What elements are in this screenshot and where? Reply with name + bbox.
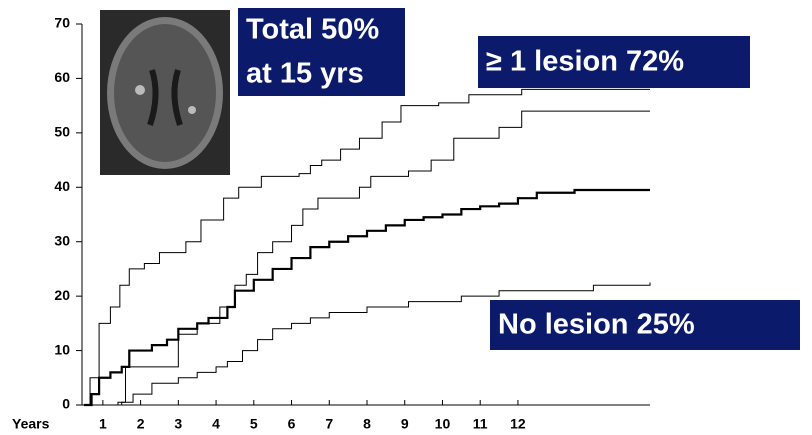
x-tick-label: 10 — [435, 416, 451, 432]
x-tick-label: 1 — [99, 416, 107, 432]
x-tick-label: 5 — [250, 416, 258, 432]
chart: 010203040506070Years123456789101112Total… — [0, 0, 812, 435]
lesion — [135, 85, 145, 95]
y-tick-label: 70 — [54, 15, 70, 31]
y-tick-label: 20 — [54, 287, 70, 303]
x-axis-label: Years — [12, 416, 50, 432]
survival-line — [84, 190, 650, 405]
y-tick-label: 50 — [54, 124, 70, 140]
y-tick-label: 0 — [62, 396, 70, 412]
x-tick-label: 9 — [401, 416, 409, 432]
x-tick-label: 2 — [137, 416, 145, 432]
y-tick-label: 60 — [54, 69, 70, 85]
annotation-text: No lesion 25% — [498, 309, 695, 341]
annotation-text: at 15 yrs — [246, 58, 364, 90]
annotation-text: Total 50% — [246, 14, 379, 46]
y-tick-label: 10 — [54, 341, 70, 357]
y-tick-label: 30 — [54, 232, 70, 248]
x-tick-label: 7 — [325, 416, 333, 432]
x-tick-label: 8 — [363, 416, 371, 432]
brain — [114, 24, 216, 162]
lesion — [188, 106, 196, 114]
y-tick-label: 40 — [54, 178, 70, 194]
x-tick-label: 4 — [212, 416, 220, 432]
x-tick-label: 6 — [288, 416, 296, 432]
annotation-text: ≥ 1 lesion 72% — [486, 46, 684, 78]
x-tick-label: 11 — [473, 416, 488, 432]
brain-image — [100, 10, 230, 175]
x-tick-label: 12 — [510, 416, 526, 432]
x-tick-label: 3 — [174, 416, 182, 432]
